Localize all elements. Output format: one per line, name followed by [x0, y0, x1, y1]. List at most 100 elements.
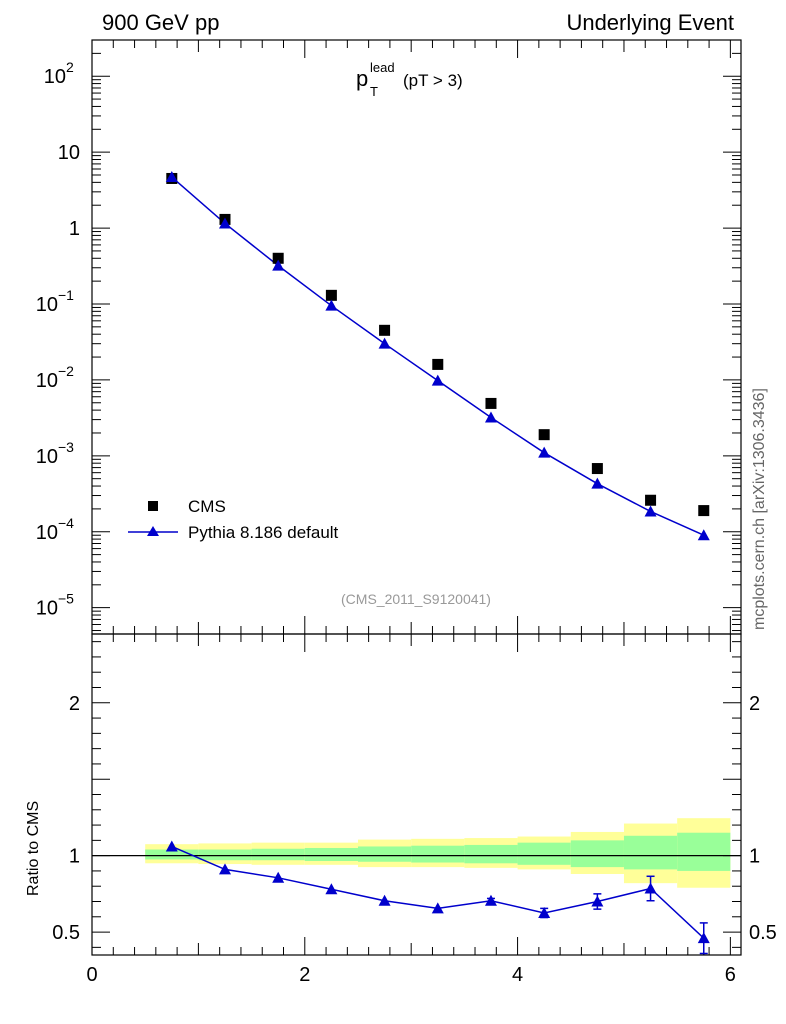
mc-point: [644, 505, 657, 517]
y-tick-label: 10: [58, 142, 80, 164]
mc-point: [165, 171, 178, 183]
ratio-line: [171, 845, 705, 955]
y-tick-label: 10 −4: [36, 515, 74, 544]
y-tick-label: 10 −3: [36, 439, 74, 468]
mc-point: [378, 337, 391, 349]
band-inner: [677, 832, 731, 871]
ratio-point: [272, 871, 285, 883]
data-points: [166, 172, 710, 517]
ratio-x-tick-labels: 0 2 4 6: [86, 964, 735, 986]
band-inner: [198, 849, 252, 861]
main-axis-ticks: [91, 39, 741, 634]
y-tick-label-mantissa: 10: [36, 598, 58, 620]
band-inner: [304, 848, 358, 861]
mc-point: [591, 477, 604, 489]
x-tick-label: 6: [725, 964, 736, 986]
uncertainty-bands: [145, 818, 731, 888]
mc-line: [171, 176, 705, 536]
ratio-y-tick-label-right: 1: [749, 846, 760, 868]
legend-data-marker: [148, 501, 158, 511]
data-point: [591, 463, 603, 475]
plot-title-sup: lead: [370, 60, 395, 75]
mc-point: [272, 259, 285, 271]
legend: CMS Pythia 8.186 default: [128, 497, 339, 542]
ratio-y-tick-label: 2: [69, 693, 80, 715]
y-tick-label-mantissa: 10: [36, 522, 58, 544]
band-inner: [570, 840, 624, 868]
y-tick-label-text: 1: [69, 218, 80, 240]
ratio-y-tick-label-right: 2: [749, 693, 760, 715]
plot-title-sub: T: [370, 84, 378, 99]
ratio-y-tick-labels: 0.5 0.5 1 1 2 2: [52, 693, 777, 944]
band-inner: [517, 842, 571, 865]
band-inner: [357, 846, 412, 862]
data-point: [485, 397, 497, 409]
mc-points: [165, 171, 710, 541]
ratio-frame: [91, 633, 742, 956]
header-left: 900 GeV pp: [102, 10, 219, 35]
y-tick-label-mantissa: 10: [36, 294, 58, 316]
side-label: mcplots.cern.ch [arXiv:1306.3436]: [751, 388, 768, 630]
y-tick-label-mantissa: 10: [36, 370, 58, 392]
y-tick-label-mantissa: 10: [44, 66, 66, 88]
ratio-point: [697, 932, 710, 944]
y-tick-label-text: 10: [58, 142, 80, 164]
band-inner: [464, 844, 518, 864]
ratio-panel: 0.5 0.5 1 1 2 2 0 2 4 6 Ratio to CMS: [25, 633, 777, 986]
band-inner: [623, 835, 678, 870]
y-tick-label: 10 −5: [36, 591, 74, 620]
main-frame: [91, 39, 742, 635]
ratio-axis-ticks: [91, 634, 741, 955]
mc-point: [484, 411, 497, 423]
data-point: [645, 494, 657, 506]
legend-mc-marker: [147, 526, 159, 536]
y-tick-label-exponent: −3: [58, 439, 74, 455]
ratio-point: [484, 894, 497, 906]
ratio-point: [538, 906, 551, 918]
ratio-y-tick-label: 1: [69, 846, 80, 868]
y-tick-label: 10 2: [44, 59, 74, 88]
mc-point: [538, 446, 551, 458]
data-point: [379, 324, 391, 336]
y-tick-label: 10 −2: [36, 363, 74, 392]
ratio-point: [431, 902, 444, 914]
x-tick-label: 2: [299, 964, 310, 986]
mc-point: [431, 374, 444, 386]
y-tick-label: 10 −1: [36, 287, 74, 316]
y-tick-label-exponent: 2: [66, 59, 74, 75]
mc-point: [325, 299, 338, 311]
y-tick-label-exponent: −1: [58, 287, 74, 303]
analysis-ref: (CMS_2011_S9120041): [341, 591, 491, 607]
y-tick-label-exponent: −5: [58, 591, 74, 607]
y-tick-label-mantissa: 10: [36, 446, 58, 468]
ratio-y-tick-label: 0.5: [52, 922, 80, 944]
plot-title: p lead T (pT > 3): [356, 60, 463, 99]
ratio-point: [325, 883, 338, 895]
ratio-point: [644, 882, 657, 894]
data-point: [272, 252, 284, 264]
ratio-point: [218, 863, 231, 875]
data-point: [325, 289, 337, 301]
data-point: [538, 429, 550, 441]
mc-point: [697, 529, 710, 541]
y-tick-label-exponent: −2: [58, 363, 74, 379]
legend-data-label: CMS: [188, 497, 226, 516]
plot-title-cut: (pT > 3): [403, 71, 463, 90]
header-right: Underlying Event: [566, 10, 734, 35]
x-tick-label: 4: [512, 964, 523, 986]
legend-mc-label: Pythia 8.186 default: [188, 523, 339, 542]
band-inner: [145, 849, 199, 860]
data-point: [698, 505, 710, 517]
plot-title-main: p: [356, 66, 368, 91]
mc-point: [218, 217, 231, 229]
y-tick-label-exponent: −4: [58, 515, 74, 531]
x-tick-label: 0: [86, 964, 97, 986]
y-tick-label: 1: [69, 218, 80, 240]
band-inner: [411, 845, 465, 863]
ratio-y-axis-label: Ratio to CMS: [25, 801, 42, 896]
data-point: [432, 358, 444, 370]
ratio-point: [591, 895, 604, 907]
